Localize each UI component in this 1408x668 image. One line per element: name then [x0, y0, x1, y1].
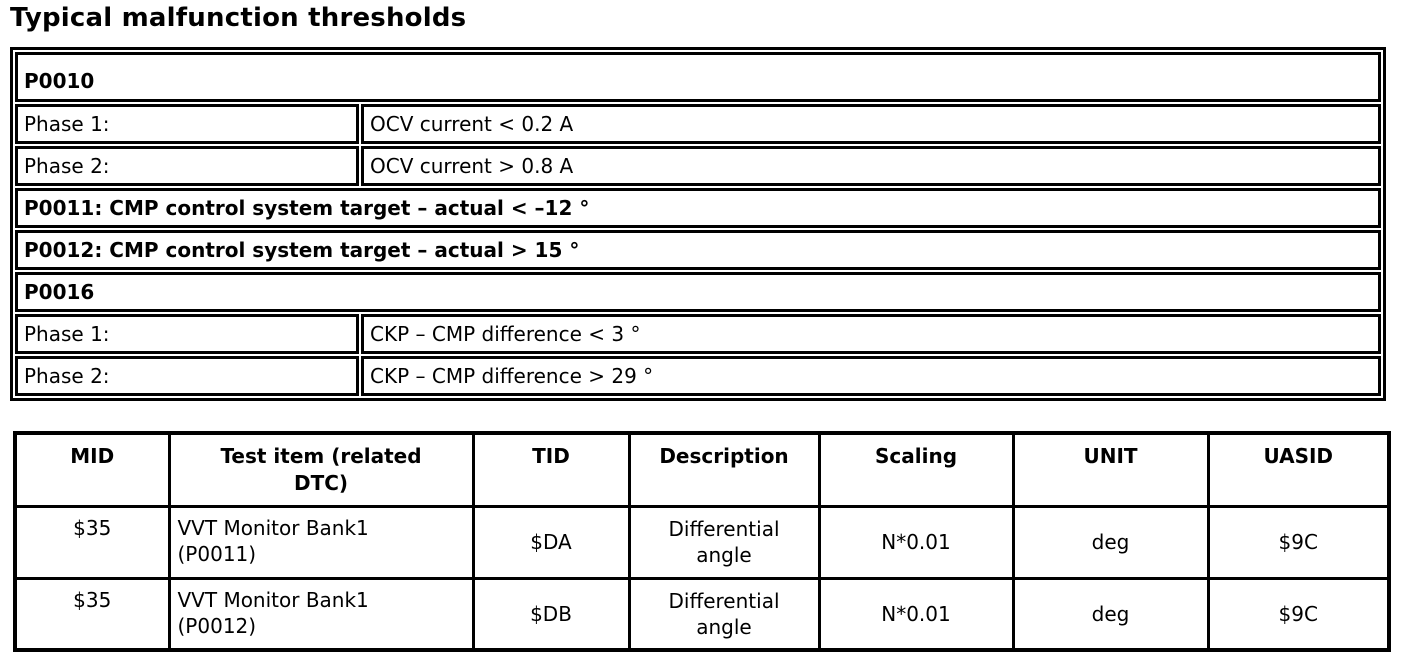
- phase-value-cell: OCV current < 0.2 A: [361, 104, 1381, 145]
- phase-value-cell: CKP – CMP difference < 3 °: [361, 314, 1381, 355]
- column-header-scaling: Scaling: [817, 431, 1015, 508]
- cell-test-item-text: VVT Monitor Bank1 (P0011): [177, 515, 369, 567]
- cell-description: Differential angle: [627, 504, 821, 580]
- phase-label-cell: Phase 1:: [15, 104, 359, 145]
- column-header-unit: UNIT: [1011, 431, 1210, 508]
- column-header-test-item-label: Test item (related DTC): [220, 444, 422, 495]
- cell-scaling: N*0.01: [817, 504, 1015, 580]
- table-row-p0011: P0011: CMP control system target – actua…: [15, 188, 1381, 229]
- cell-description-text: Differential angle: [668, 588, 780, 639]
- table-row-p0010: P0010: [15, 52, 1381, 103]
- phase-value-cell: CKP – CMP difference > 29 °: [361, 356, 1381, 397]
- cell-unit: deg: [1011, 576, 1210, 652]
- phase-label-cell: Phase 2:: [15, 356, 359, 397]
- table-header-row: MID Test item (related DTC) TID Descript…: [13, 431, 1391, 508]
- dtc-header-cell: P0012: CMP control system target – actua…: [15, 230, 1381, 271]
- column-header-mid: MID: [13, 431, 171, 508]
- cell-test-item-text: VVT Monitor Bank1 (P0012): [177, 587, 369, 639]
- table-row-db: $35 VVT Monitor Bank1 (P0012) $DB Differ…: [13, 576, 1391, 652]
- cell-description-text: Differential angle: [668, 516, 780, 568]
- cell-uasid: $9C: [1206, 576, 1391, 652]
- table-row: Phase 1: CKP – CMP difference < 3 °: [15, 314, 1381, 355]
- column-header-uasid: UASID: [1206, 431, 1391, 508]
- dtc-header-cell: P0010: [15, 52, 1381, 103]
- column-header-tid: TID: [471, 431, 631, 508]
- monitor-id-table: MID Test item (related DTC) TID Descript…: [13, 431, 1391, 653]
- column-header-description: Description: [627, 431, 821, 508]
- document-page: Typical malfunction thresholds P0010 Pha…: [10, 3, 1391, 653]
- cell-test-item: VVT Monitor Bank1 (P0011): [167, 504, 475, 580]
- column-header-test-item: Test item (related DTC): [167, 431, 475, 508]
- phase-label-cell: Phase 1:: [15, 314, 359, 355]
- table-row-p0016: P0016: [15, 272, 1381, 313]
- cell-description: Differential angle: [627, 576, 821, 652]
- dtc-header-cell: P0011: CMP control system target – actua…: [15, 188, 1381, 229]
- table-row: Phase 1: OCV current < 0.2 A: [15, 104, 1381, 145]
- cell-scaling: N*0.01: [817, 576, 1015, 652]
- dtc-header-cell: P0016: [15, 272, 1381, 313]
- cell-mid: $35: [13, 504, 171, 580]
- cell-mid: $35: [13, 576, 171, 652]
- table-row: Phase 2: OCV current > 0.8 A: [15, 146, 1381, 187]
- page-title: Typical malfunction thresholds: [10, 3, 467, 33]
- table-row-p0012: P0012: CMP control system target – actua…: [15, 230, 1381, 271]
- cell-test-item: VVT Monitor Bank1 (P0012): [167, 576, 475, 652]
- table-row-da: $35 VVT Monitor Bank1 (P0011) $DA Differ…: [13, 504, 1391, 580]
- phase-label-cell: Phase 2:: [15, 146, 359, 187]
- table-row: Phase 2: CKP – CMP difference > 29 °: [15, 356, 1381, 397]
- cell-tid: $DA: [471, 504, 631, 580]
- cell-tid: $DB: [471, 576, 631, 652]
- phase-value-cell: OCV current > 0.8 A: [361, 146, 1381, 187]
- cell-uasid: $9C: [1206, 504, 1391, 580]
- cell-unit: deg: [1011, 504, 1210, 580]
- thresholds-table: P0010 Phase 1: OCV current < 0.2 A Phase…: [10, 47, 1386, 402]
